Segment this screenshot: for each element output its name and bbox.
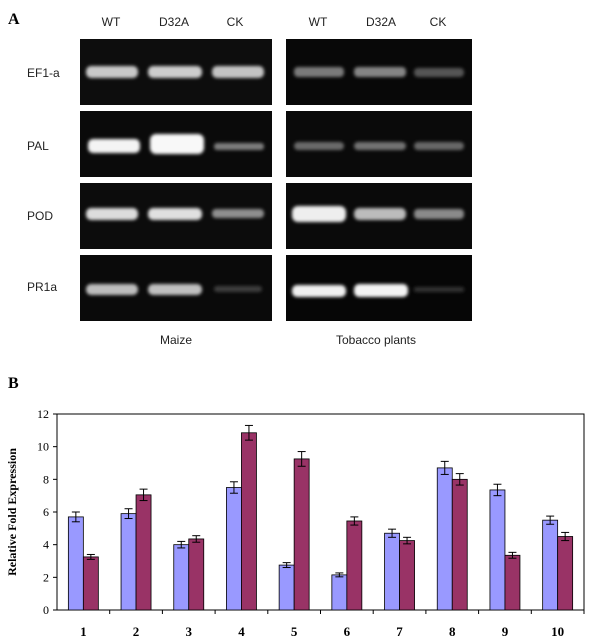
- bar: [82, 556, 99, 611]
- bar: [173, 544, 190, 611]
- band: [214, 143, 264, 150]
- bar: [384, 532, 400, 611]
- bar: [331, 574, 348, 611]
- row-label-pr1a: PR1a: [27, 280, 57, 294]
- gel-left: [80, 39, 272, 321]
- band: [150, 134, 204, 154]
- y-tick-label: 4: [43, 538, 49, 552]
- y-tick-label: 2: [43, 570, 49, 584]
- band: [354, 142, 406, 150]
- panel-a: A WT D32A CK WT D32A CK EF1-a PAL POD PR…: [8, 11, 472, 347]
- row-label-pod: POD: [27, 209, 53, 223]
- category-label: 2: [133, 624, 140, 639]
- y-axis-title: Relative Fold Expression: [5, 448, 19, 576]
- lane-label-left-d32a: D32A: [159, 15, 189, 29]
- band: [214, 286, 262, 292]
- category-label: 10: [551, 624, 564, 639]
- bar: [241, 432, 257, 611]
- band: [414, 142, 464, 150]
- row-labels: EF1-a PAL POD PR1a: [27, 66, 60, 294]
- group-label-maize: Maize: [160, 333, 192, 347]
- y-tick-label: 6: [43, 505, 49, 519]
- category-label: 6: [344, 624, 351, 639]
- band: [294, 142, 344, 150]
- lane-label-right-d32a: D32A: [366, 15, 396, 29]
- bar: [278, 564, 295, 611]
- y-tick-label: 0: [43, 603, 49, 617]
- category-label: 9: [502, 624, 509, 639]
- category-label: 7: [396, 624, 403, 639]
- band: [212, 209, 264, 218]
- y-tick-label: 8: [43, 472, 49, 486]
- lane-label-left-ck: CK: [227, 15, 244, 29]
- panel-b-letter: B: [8, 375, 19, 392]
- bar: [226, 487, 242, 611]
- lane-label-right-wt: WT: [309, 15, 328, 29]
- bar: [120, 513, 137, 611]
- band: [86, 66, 138, 78]
- category-label: 4: [238, 624, 245, 639]
- band: [414, 68, 464, 77]
- lane-label-right-ck: CK: [430, 15, 447, 29]
- category-label: 3: [186, 624, 193, 639]
- category-label: 8: [449, 624, 456, 639]
- band: [292, 285, 346, 297]
- band: [148, 66, 202, 78]
- bar: [557, 536, 574, 611]
- bar: [293, 458, 310, 611]
- band: [414, 209, 464, 219]
- band: [414, 287, 464, 292]
- bar: [346, 520, 363, 611]
- row-label-ef1a: EF1-a: [27, 66, 60, 80]
- category-label: 1: [80, 624, 87, 639]
- band: [354, 284, 408, 297]
- group-label-tobacco: Tobacco plants: [336, 333, 416, 347]
- bar: [67, 516, 84, 611]
- panel-a-letter: A: [8, 11, 20, 28]
- band: [294, 67, 344, 77]
- band: [292, 206, 346, 222]
- row-label-pal: PAL: [27, 139, 49, 153]
- lane-labels-left: WT D32A CK: [102, 15, 244, 29]
- bar: [399, 540, 415, 611]
- band: [86, 284, 138, 295]
- bar: [451, 478, 468, 611]
- band: [212, 66, 264, 78]
- bar: [436, 467, 453, 611]
- gel-right: [286, 39, 472, 321]
- y-tick-label: 12: [37, 407, 49, 421]
- band: [148, 208, 202, 220]
- band: [354, 67, 406, 77]
- lane-label-left-wt: WT: [102, 15, 121, 29]
- band: [86, 208, 138, 220]
- bar: [542, 519, 559, 611]
- category-label: 5: [291, 624, 298, 639]
- band: [354, 208, 406, 220]
- band: [148, 284, 202, 295]
- bar: [188, 538, 205, 611]
- bar: [135, 494, 152, 611]
- band: [88, 139, 140, 153]
- lane-labels-right: WT D32A CK: [309, 15, 447, 29]
- y-tick-label: 10: [37, 440, 49, 454]
- bar: [504, 554, 521, 611]
- bar: [489, 489, 506, 611]
